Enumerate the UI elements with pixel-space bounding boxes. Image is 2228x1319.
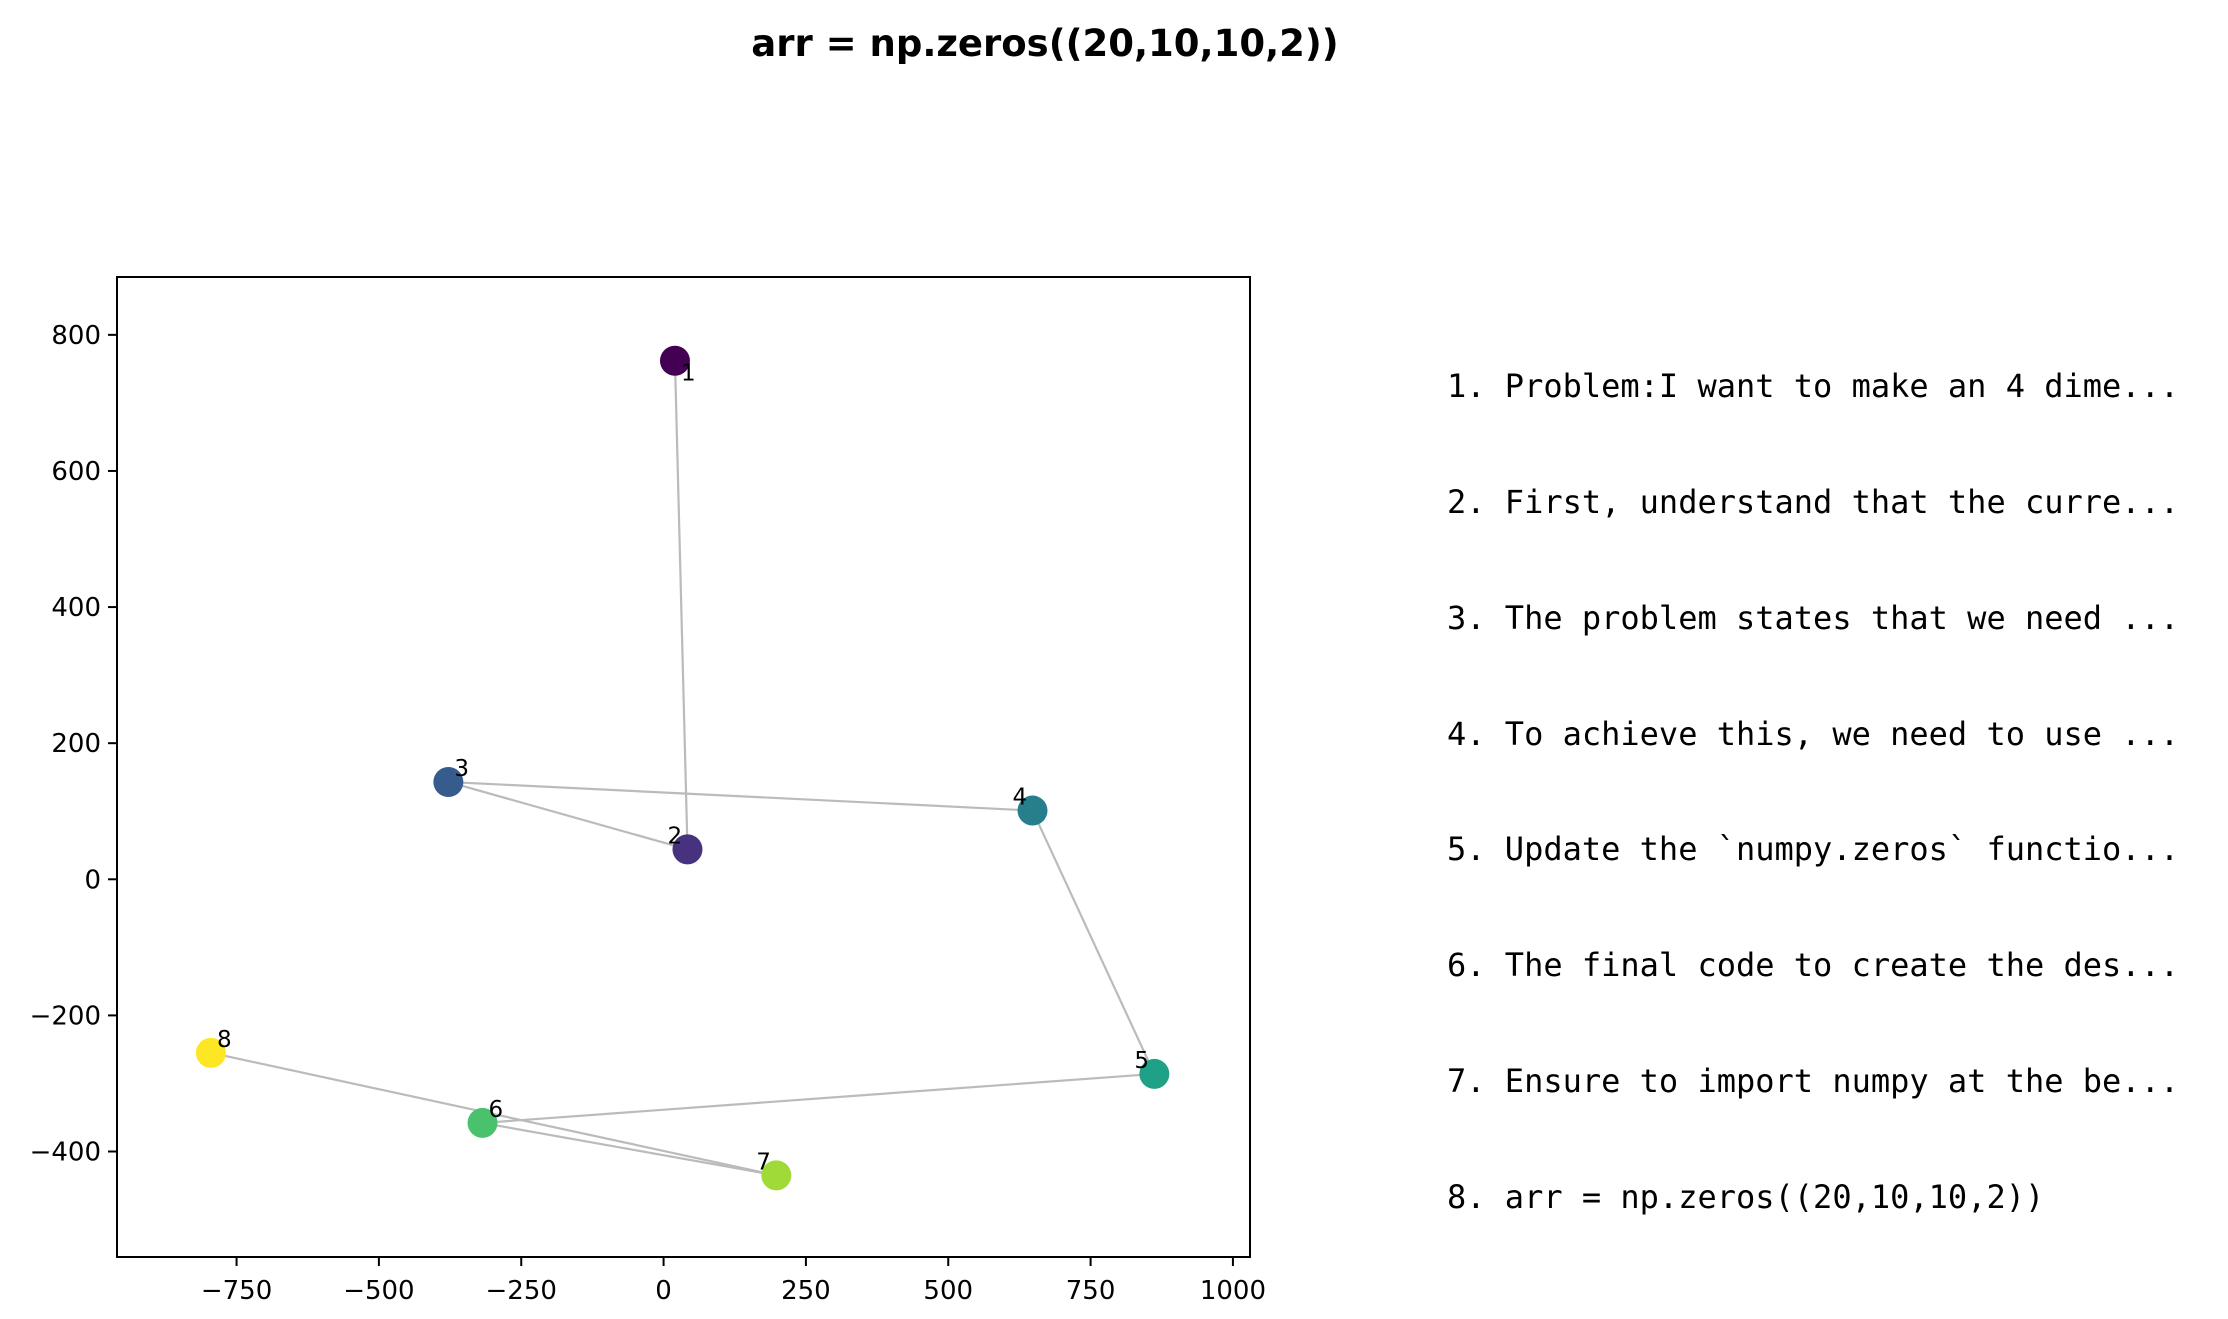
step-item: 4. To achieve this, we need to use ... — [1447, 714, 2180, 753]
point-label: 7 — [756, 1149, 771, 1175]
x-axis-ticks: −750 −500 −250 0 250 500 750 1000 — [201, 1257, 1266, 1306]
x-tick-label: 1000 — [1200, 1276, 1266, 1306]
steps-list: 1. Problem:I want to make an 4 dime... 2… — [1447, 290, 2179, 1255]
connecting-line — [482, 1072, 1155, 1125]
x-tick-label: −500 — [343, 1276, 414, 1306]
data-point — [761, 1160, 792, 1191]
x-tick-label: −750 — [201, 1276, 272, 1306]
data-point — [672, 834, 703, 865]
point-label: 8 — [217, 1027, 232, 1053]
x-tick-label: 500 — [923, 1276, 973, 1306]
point-label: 4 — [1013, 785, 1028, 811]
connecting-line — [673, 360, 689, 850]
data-point — [195, 1037, 226, 1068]
point-labels: 1 2 3 4 5 6 7 8 — [217, 361, 1149, 1176]
x-tick-label: −250 — [486, 1276, 557, 1306]
step-item: 5. Update the `numpy.zeros` functio... — [1447, 830, 2180, 869]
data-point — [1139, 1058, 1170, 1089]
connecting-line — [448, 780, 1033, 812]
y-tick-label: −200 — [30, 1001, 101, 1031]
y-tick-label: 600 — [51, 457, 101, 487]
data-point — [467, 1107, 498, 1138]
x-tick-label: 750 — [1066, 1276, 1116, 1306]
x-tick-label: 0 — [655, 1276, 672, 1306]
point-label: 6 — [489, 1097, 504, 1123]
y-axis-ticks: −400 −200 0 200 400 600 800 — [30, 321, 117, 1168]
data-point — [1017, 795, 1048, 826]
point-label: 3 — [454, 756, 469, 782]
x-tick-label: 250 — [781, 1276, 831, 1306]
step-item: 6. The final code to create the des... — [1447, 946, 2180, 985]
point-label: 5 — [1134, 1048, 1149, 1074]
step-item: 2. First, understand that the curre... — [1447, 482, 2180, 521]
y-tick-label: −400 — [30, 1138, 101, 1168]
connecting-line — [448, 780, 688, 851]
connecting-line — [482, 1121, 777, 1177]
connecting-line — [1031, 810, 1156, 1075]
y-tick-label: 800 — [51, 321, 101, 351]
data-points — [195, 345, 1170, 1191]
point-label: 1 — [681, 361, 696, 387]
step-item: 7. Ensure to import numpy at the be... — [1447, 1061, 2180, 1100]
step-item: 8. arr = np.zeros((20,10,10,2)) — [1447, 1177, 2045, 1216]
plot-frame — [116, 276, 1251, 1258]
point-label: 2 — [667, 823, 682, 849]
step-item: 3. The problem states that we need ... — [1447, 598, 2180, 637]
chart-title: arr = np.zeros((20,10,10,2)) — [751, 22, 1339, 65]
connecting-lines — [210, 360, 1156, 1177]
y-tick-label: 0 — [84, 865, 101, 895]
y-tick-label: 400 — [51, 593, 101, 623]
data-point — [659, 345, 690, 376]
y-tick-label: 200 — [51, 729, 101, 759]
step-item: 1. Problem:I want to make an 4 dime... — [1447, 367, 2180, 406]
data-point — [433, 766, 464, 797]
